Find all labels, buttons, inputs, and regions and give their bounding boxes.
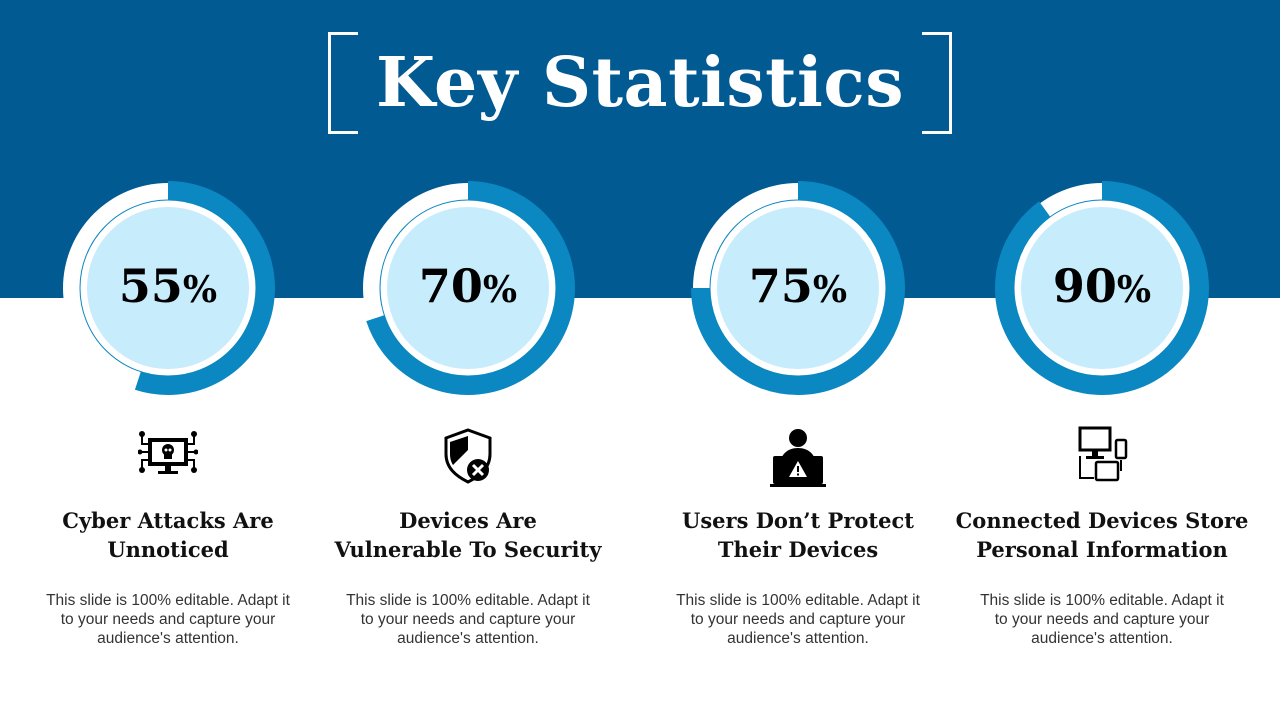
stat-value: 70% (418, 259, 518, 313)
stat-value: 75% (748, 259, 848, 313)
stat-card-3: 75% Users Don’t Protect Their Devices Thi… (648, 170, 948, 690)
user-laptop-warning-icon (768, 420, 828, 490)
progress-ring (63, 181, 275, 395)
stat-heading: Users Don’t Protect Their Devices (682, 508, 914, 562)
stat-description: This slide is 100% editable. Adapt it to … (346, 592, 590, 647)
progress-ring (691, 181, 905, 395)
title-right-bracket (922, 32, 952, 134)
ring-inner-fill (717, 207, 879, 369)
progress-arc (366, 181, 575, 395)
progress-ring (995, 181, 1209, 395)
stat-heading: Cyber Attacks Are Unnoticed (62, 508, 274, 562)
page-title: Key Statistics (375, 43, 905, 123)
stat-value: 90% (1052, 259, 1152, 313)
stat-card-2: 70% Devices Are Vulnerable To Security Th… (318, 170, 618, 690)
connected-devices-icon (1072, 420, 1132, 490)
stat-description: This slide is 100% editable. Adapt it to … (980, 592, 1224, 647)
stat-description: This slide is 100% editable. Adapt it to … (46, 592, 290, 647)
progress-arc (134, 181, 275, 395)
progress-arc (691, 181, 905, 395)
stat-value: 55% (118, 259, 218, 313)
stat-heading: Connected Devices Store Personal Informat… (955, 508, 1249, 562)
progress-arc (995, 181, 1209, 395)
ring-inner-fill (87, 207, 249, 369)
ring-inner-fill (387, 207, 549, 369)
title-left-bracket (328, 32, 358, 134)
title-area: Key Statistics (328, 32, 952, 134)
hacked-monitor-skull-icon (137, 420, 199, 490)
shield-cross-icon (438, 420, 498, 490)
ring-inner-fill (1021, 207, 1183, 369)
progress-ring (363, 181, 575, 395)
stat-heading: Devices Are Vulnerable To Security (334, 508, 602, 562)
stat-card-4: 90% Connected Devices Store Personal Info… (952, 170, 1252, 690)
stat-card-1: 55% Cyber Attacks Are Unnoticed This slid… (18, 170, 318, 690)
stat-description: This slide is 100% editable. Adapt it to … (676, 592, 920, 647)
